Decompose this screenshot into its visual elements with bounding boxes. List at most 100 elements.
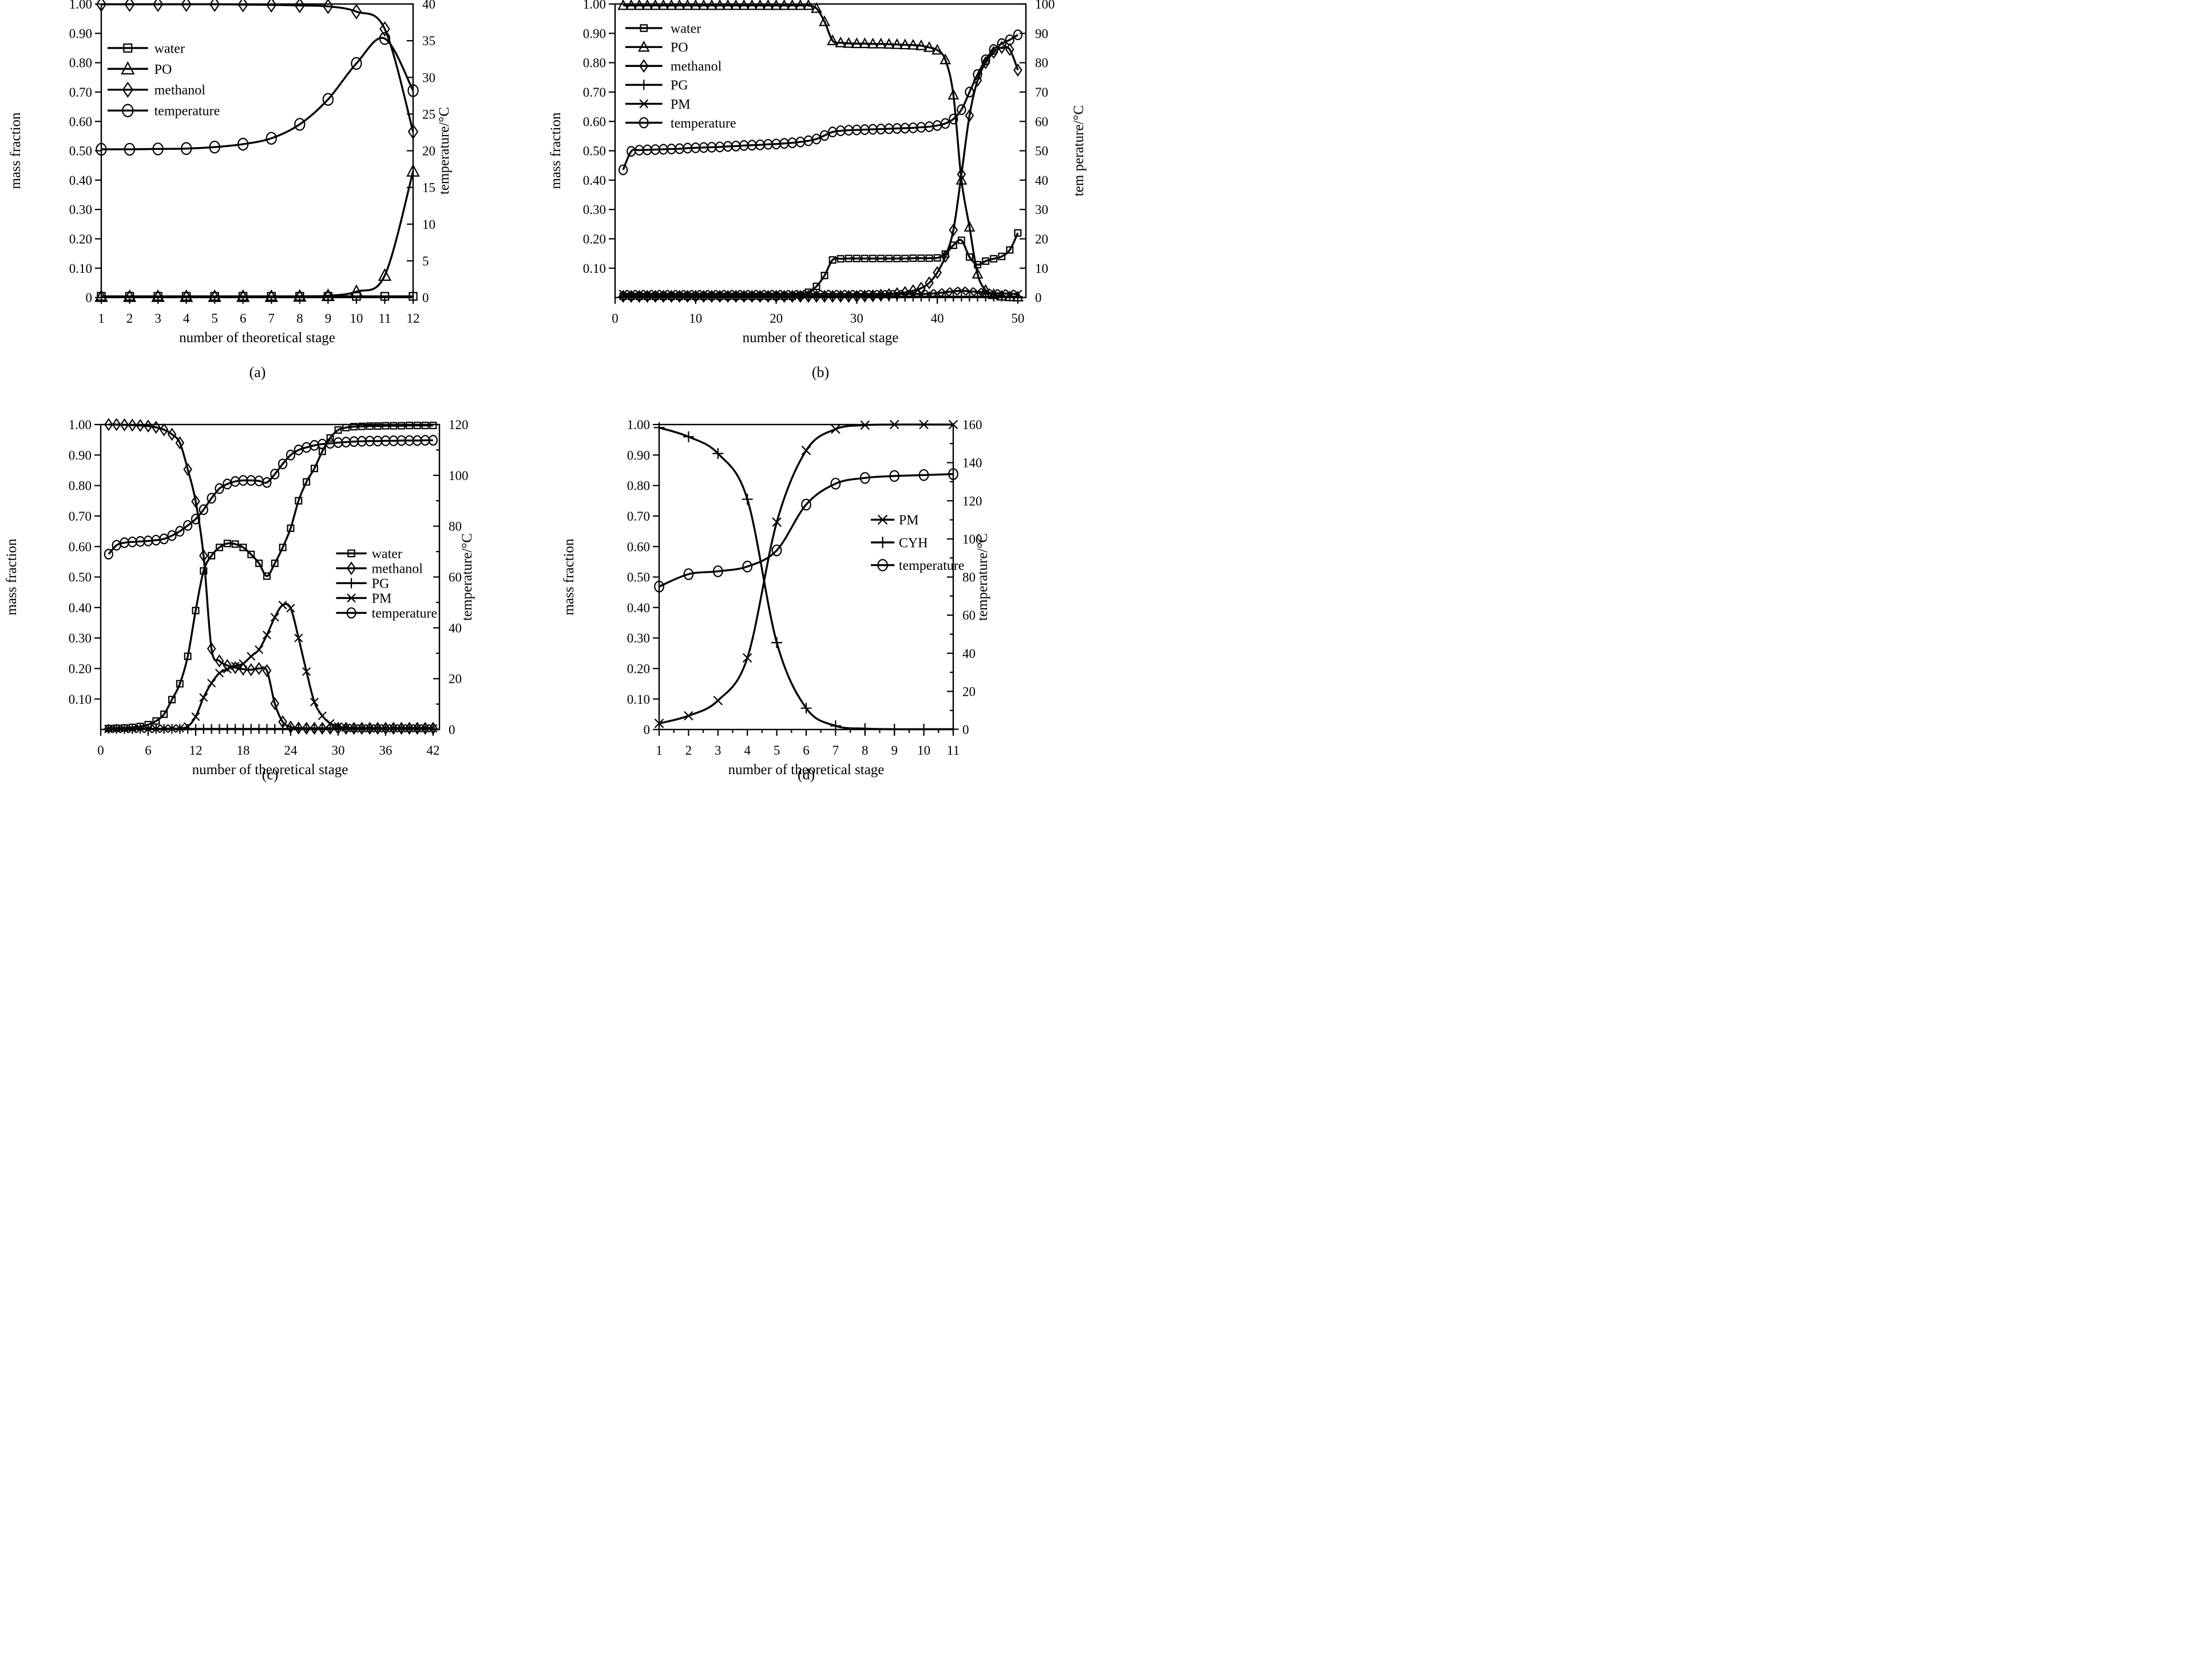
series-pm: [104, 601, 438, 734]
svg-text:5: 5: [422, 254, 429, 268]
svg-text:methanol: methanol: [154, 83, 206, 98]
svg-text:36: 36: [379, 743, 392, 758]
svg-text:7: 7: [833, 743, 839, 758]
svg-text:0.70: 0.70: [627, 509, 650, 524]
svg-text:20: 20: [449, 672, 462, 686]
y-axis-left: 0.10 0.20 0.30 0.40 0.50 0.60 0.70 0.80 0.90 1.00…: [548, 0, 615, 276]
svg-text:2: 2: [126, 311, 133, 326]
panel-b-caption: (b): [811, 364, 830, 380]
series-methanol: [96, 0, 419, 140]
svg-text:0.50: 0.50: [627, 570, 650, 585]
svg-text:0.80: 0.80: [627, 479, 650, 493]
svg-text:100: 100: [1035, 0, 1055, 11]
x-axis: 0 10 20 30 40 50 number of theoretical stage: [612, 298, 1024, 346]
svg-text:0: 0: [422, 291, 429, 305]
svg-text:PG: PG: [372, 577, 390, 592]
svg-text:temperature/°C: temperature/°C: [975, 533, 990, 621]
svg-text:8: 8: [862, 743, 869, 758]
svg-text:12: 12: [407, 311, 420, 326]
svg-text:80: 80: [1035, 56, 1048, 70]
series-water: [619, 229, 1022, 300]
svg-text:30: 30: [850, 311, 863, 326]
svg-text:0.30: 0.30: [627, 631, 650, 645]
y-axis-right: 0 20 40 60 80 100 120 140 160 temperature/°C: [947, 418, 990, 737]
svg-text:100: 100: [962, 532, 982, 546]
series-temperature: [104, 435, 438, 560]
svg-text:0.60: 0.60: [583, 114, 606, 129]
y-axis-right: 0 20 40 60 80 100 120 temperature/°C: [433, 418, 475, 737]
svg-text:120: 120: [449, 418, 469, 432]
svg-text:4: 4: [183, 311, 190, 326]
svg-text:number of theoretical stage: number of theoretical stage: [192, 762, 348, 778]
svg-text:160: 160: [962, 418, 982, 432]
svg-text:PM: PM: [372, 592, 392, 606]
svg-text:0.10: 0.10: [69, 692, 92, 707]
plot-border: [658, 423, 954, 731]
svg-text:water: water: [671, 21, 701, 36]
svg-text:42: 42: [426, 743, 439, 758]
svg-text:temperature: temperature: [372, 606, 438, 621]
svg-text:4: 4: [744, 743, 751, 758]
svg-text:140: 140: [962, 456, 982, 470]
y-axis-left: 0 0.10 0.20 0.30 0.40 0.50 0.60 0.70 0.80 0.90 1.0…: [561, 418, 659, 737]
panel-d: 1 2 3 4 5 6 7 8 9 10 11 number of theoretical stage…: [553, 418, 1106, 839]
svg-text:number of theoretical stage: number of theoretical stage: [728, 762, 885, 778]
svg-text:0: 0: [612, 311, 619, 326]
svg-text:3: 3: [715, 743, 722, 758]
svg-text:0: 0: [644, 723, 651, 737]
svg-text:7: 7: [268, 311, 275, 326]
series-pm: [619, 286, 1022, 299]
svg-text:CYH: CYH: [899, 536, 928, 550]
svg-text:0.20: 0.20: [69, 232, 92, 246]
svg-text:20: 20: [770, 311, 783, 326]
svg-text:10: 10: [1035, 261, 1048, 276]
svg-text:1.00: 1.00: [583, 0, 606, 11]
panel-c: 0 6 12 18 24 30 36 42 number of theoretical stag…: [0, 418, 553, 839]
svg-text:0.70: 0.70: [69, 85, 92, 100]
svg-text:temperature/°C: temperature/°C: [437, 107, 452, 195]
svg-text:40: 40: [931, 311, 944, 326]
svg-text:11: 11: [378, 311, 391, 326]
svg-text:60: 60: [962, 608, 976, 623]
svg-text:2: 2: [685, 743, 692, 758]
panel-b-chart: 0 10 20 30 40 50 number of theoretical stage 0.…: [548, 0, 1087, 346]
legend: PM CYH temperature: [871, 513, 965, 573]
svg-text:50: 50: [1035, 144, 1048, 158]
svg-text:6: 6: [240, 311, 247, 326]
series-temperature: [618, 29, 1023, 176]
series-water: [105, 422, 437, 732]
svg-text:40: 40: [1035, 173, 1048, 188]
svg-text:9: 9: [325, 311, 332, 326]
svg-text:5: 5: [211, 311, 218, 326]
svg-text:0.80: 0.80: [69, 479, 92, 493]
svg-text:6: 6: [803, 743, 810, 758]
svg-text:40: 40: [449, 621, 462, 635]
svg-text:0.60: 0.60: [69, 114, 92, 129]
svg-text:10: 10: [689, 311, 702, 326]
svg-text:10: 10: [350, 311, 363, 326]
svg-text:0.70: 0.70: [583, 85, 606, 100]
svg-text:0: 0: [962, 723, 969, 737]
svg-text:temperature: temperature: [899, 558, 965, 573]
svg-text:0.30: 0.30: [69, 203, 92, 217]
svg-text:0: 0: [86, 291, 93, 305]
svg-text:25: 25: [422, 107, 435, 121]
svg-text:70: 70: [1035, 85, 1048, 100]
svg-text:60: 60: [449, 570, 462, 585]
svg-text:0: 0: [97, 743, 104, 758]
svg-text:40: 40: [422, 0, 435, 11]
svg-text:20: 20: [422, 144, 435, 158]
svg-text:PM: PM: [671, 97, 691, 112]
panel-d-caption: (d): [797, 766, 815, 783]
svg-text:0.60: 0.60: [69, 540, 92, 554]
legend: water PO methanol PG PM temperature: [625, 21, 736, 131]
svg-text:100: 100: [449, 469, 469, 483]
x-axis: 0 6 12 18 24 30 36 42 number of theoretical stag…: [97, 730, 439, 778]
svg-text:11: 11: [947, 743, 960, 758]
svg-text:40: 40: [962, 647, 976, 661]
svg-text:5: 5: [774, 743, 780, 758]
svg-text:60: 60: [1035, 114, 1048, 129]
svg-text:tem perature/°C: tem perature/°C: [1071, 105, 1087, 196]
svg-text:methanol: methanol: [372, 562, 423, 577]
svg-text:0.50: 0.50: [583, 144, 606, 158]
